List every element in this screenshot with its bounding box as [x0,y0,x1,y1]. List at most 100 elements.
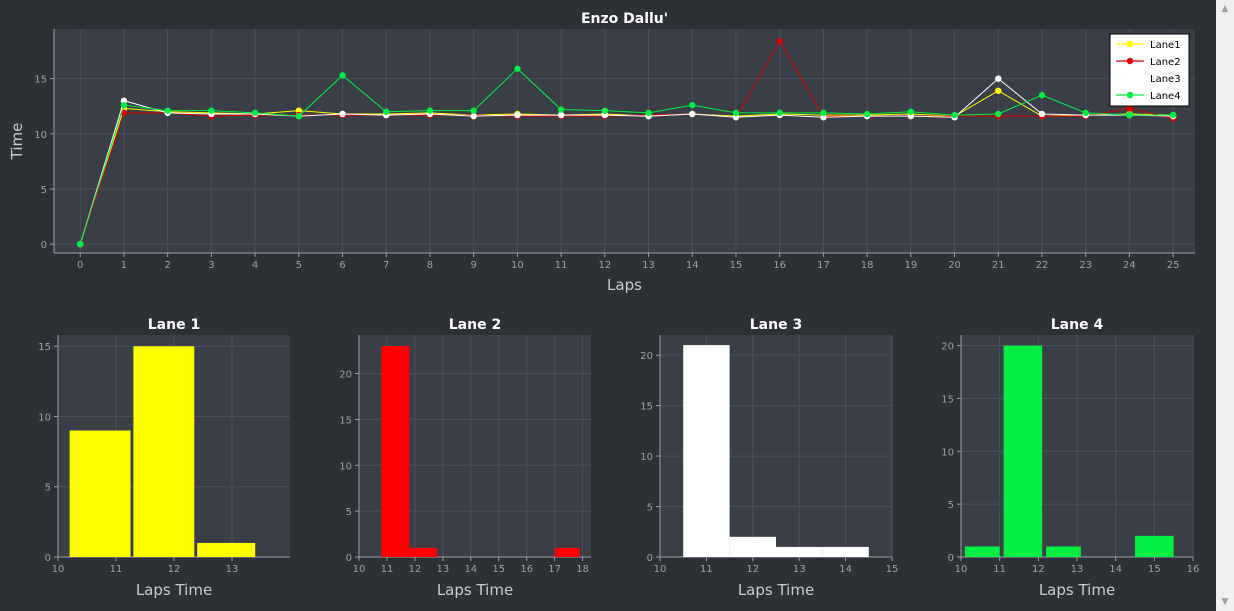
legend-swatch-marker [1126,40,1134,48]
y-tick-label: 20 [640,351,653,362]
y-tick-label: 20 [339,370,352,381]
histogram-bar [776,546,823,557]
data-point [995,87,1002,94]
data-point [120,101,128,109]
x-tick-label: 18 [861,260,874,271]
legend-swatch-marker [1126,74,1134,82]
x-tick-label: 5 [296,260,302,271]
data-point [383,108,390,115]
chart-title: Lane 3 [750,317,802,333]
x-tick-label: 23 [1079,260,1092,271]
x-axis-label: Laps Time [1039,581,1115,599]
x-tick-label: 16 [520,564,533,575]
chart-title: Lane 2 [449,317,501,333]
data-point [339,72,346,79]
x-tick-label: 10 [955,564,968,575]
data-point [863,110,871,118]
x-tick-label: 15 [886,564,899,575]
x-tick-label: 14 [839,564,852,575]
x-tick-label: 14 [464,564,477,575]
x-tick-label: 21 [992,260,1005,271]
legend-item: Lane1 [1116,40,1181,51]
x-tick-label: 14 [686,260,699,271]
x-tick-label: 12 [598,260,611,271]
x-tick-label: 15 [730,260,743,271]
x-tick-label: 16 [773,260,786,271]
y-tick-label: 5 [41,185,47,196]
x-tick-label: 13 [226,564,239,575]
legend-label: Lane4 [1150,91,1181,102]
x-tick-label: 11 [110,564,123,575]
data-point [776,109,783,117]
series-line [79,68,1174,245]
data-point [689,110,696,118]
scroll-thumb[interactable] [1221,20,1229,591]
legend-label: Lane1 [1150,40,1181,51]
x-tick-label: 12 [1032,564,1045,575]
chart-3: 0 5 10 15 20 10 11 12 13 14 15 Lane 3 Laps Time [640,317,898,599]
x-tick-label: 16 [1187,564,1200,575]
y-tick-label: 10 [339,461,352,472]
y-tick-label: 0 [346,553,352,564]
x-tick-label: 4 [252,260,258,271]
data-point [77,240,84,248]
chart-title: Enzo Dallu' [581,11,668,27]
x-tick-label: 12 [168,564,181,575]
plot-area [54,29,1195,253]
x-tick-label: 0 [77,260,83,271]
y-tick-label: 5 [45,483,51,494]
x-tick-label: 9 [470,260,476,271]
data-point [557,106,565,113]
histogram-bar [409,547,438,557]
x-tick-label: 18 [576,564,589,575]
y-tick-label: 0 [41,240,47,251]
data-point [339,110,346,118]
data-point [470,107,477,114]
y-tick-label: 10 [941,447,954,458]
x-tick-label: 24 [1123,260,1136,271]
data-point [820,109,827,117]
x-tick-label: 22 [1036,260,1049,271]
y-tick-label: 15 [941,394,954,405]
scroll-down-arrow-icon[interactable]: ▼ [1221,597,1229,607]
y-tick-label: 10 [38,412,51,423]
data-point [251,109,259,117]
data-point [120,97,128,104]
data-point [426,107,434,114]
legend-label: Lane3 [1150,74,1181,85]
histogram-bar [69,430,131,557]
y-tick-label: 5 [346,507,352,518]
x-tick-label: 2 [164,260,170,271]
x-tick-label: 8 [427,260,433,271]
y-tick-label: 15 [640,402,653,413]
histogram-bar [822,546,869,557]
legend: Lane1 Lane2 Lane3 Lane4 [1109,33,1190,107]
data-point [295,112,303,120]
series-lane4 [77,65,1177,248]
x-tick-label: 13 [1071,564,1084,575]
chart-1: 0 5 10 15 10 11 12 13 Lane 1 Laps Time [38,317,290,599]
x-tick-label: 6 [339,260,345,271]
legend-item: Lane3 [1116,74,1181,85]
x-tick-label: 11 [555,260,568,271]
histogram-bar [1003,345,1043,557]
scroll-up-arrow-icon[interactable]: ▲ [1221,4,1229,14]
data-point [1038,92,1046,99]
histogram-bar [683,345,730,557]
x-tick-label: 14 [1109,564,1122,575]
data-point [907,112,915,120]
data-point [208,107,215,114]
chart-2: 0 5 10 15 20 10 11 12 13 14 15 16 17 18 Lane 2 Laps Tim… [339,317,591,599]
x-tick-label: 12 [746,564,759,575]
histogram-bar [1135,535,1174,557]
data-point [470,112,477,120]
x-tick-label: 3 [208,260,214,271]
y-tick-label: 10 [34,130,47,141]
vertical-scrollbar[interactable]: ▲ ▼ [1216,0,1234,611]
legend-item: Lane4 [1116,91,1181,102]
legend-swatch-marker [1126,91,1134,99]
y-tick-label: 0 [647,553,653,564]
chart-title: Lane 1 [148,317,200,333]
x-tick-label: 10 [654,564,667,575]
